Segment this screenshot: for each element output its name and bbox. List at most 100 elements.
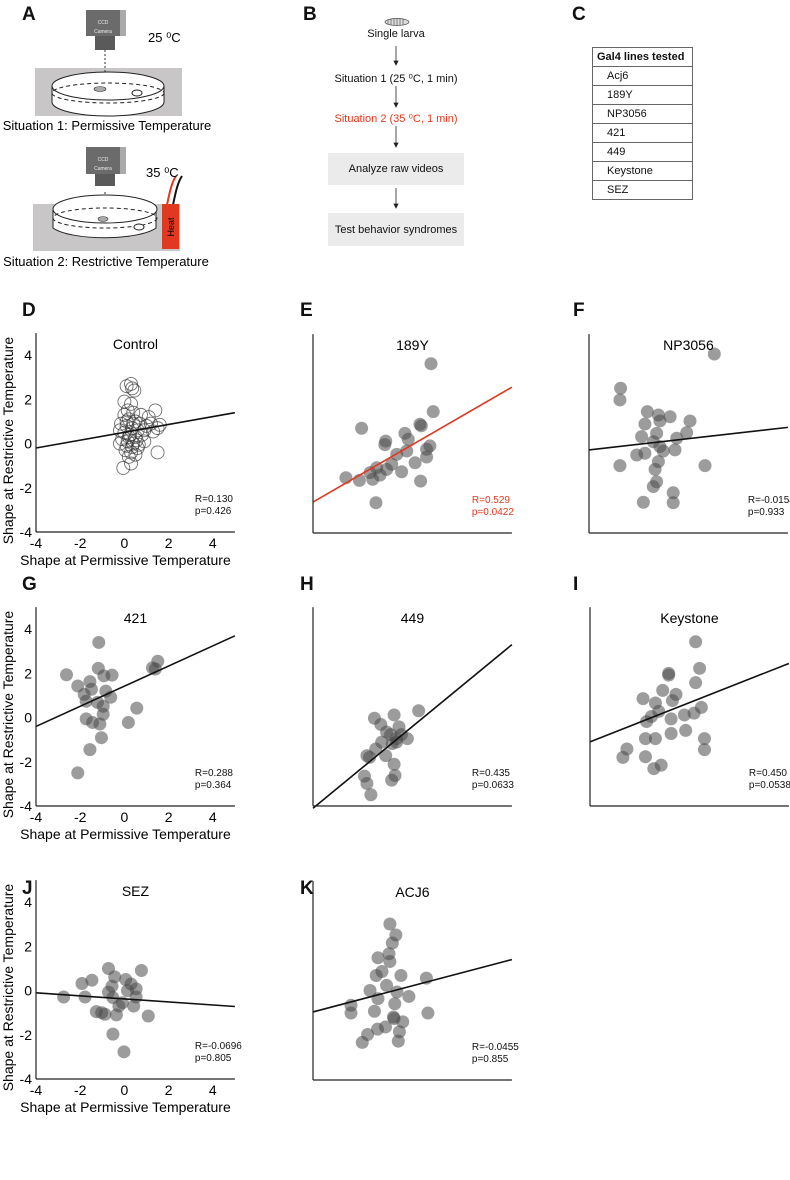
panel-label-g: G	[22, 574, 37, 595]
data-point	[697, 732, 711, 746]
data-point	[92, 635, 106, 649]
data-point	[640, 405, 654, 419]
data-point	[402, 989, 416, 1003]
p-value: p=0.933	[748, 507, 785, 518]
r-value: R=0.450	[749, 768, 788, 779]
data-point	[664, 727, 678, 741]
data-point	[693, 661, 707, 675]
data-point	[664, 712, 678, 726]
data-point	[59, 668, 73, 682]
data-point	[78, 990, 92, 1004]
r-value: R=-0.0455	[472, 1042, 519, 1053]
x-tick-label: 4	[209, 535, 217, 551]
data-point	[148, 662, 162, 676]
data-points	[113, 376, 167, 475]
data-point	[364, 788, 378, 802]
table-cell: 189Y	[592, 85, 693, 105]
x-tick-label: -4	[30, 535, 43, 551]
data-point	[371, 951, 385, 965]
data-point	[683, 414, 697, 428]
data-point	[414, 419, 428, 433]
data-point	[638, 417, 652, 431]
data-point	[131, 437, 146, 452]
p-value: p=0.0633	[472, 780, 514, 791]
regression-line	[312, 958, 513, 1013]
flow-step-test: Test behavior syndromes	[328, 213, 464, 246]
r-value: R=0.435	[472, 768, 511, 779]
table-cell: Keystone	[592, 161, 693, 181]
data-point	[366, 472, 380, 486]
data-point	[395, 465, 409, 479]
data-point	[636, 495, 650, 509]
regression-line	[312, 386, 513, 503]
panel-label-f: F	[573, 300, 585, 321]
data-point	[666, 486, 680, 500]
data-point	[654, 758, 668, 772]
x-tick-label: 4	[209, 809, 217, 825]
x-tick-label: 0	[121, 535, 129, 551]
data-point	[390, 985, 404, 999]
y-axis-label: Shape at Restrictive Temperature	[0, 884, 16, 1092]
regression-line	[35, 411, 236, 449]
table-cell: NP3056	[592, 104, 693, 124]
data-point	[367, 1004, 381, 1018]
flowchart-arrows	[384, 18, 410, 209]
x-axis-label: Shape at Permissive Temperature	[20, 1099, 231, 1115]
regression-line	[589, 662, 790, 743]
data-point	[134, 407, 148, 422]
data-point	[613, 459, 627, 473]
data-point	[613, 393, 627, 407]
x-axis-label: Shape at Permissive Temperature	[20, 826, 231, 842]
data-point	[694, 700, 708, 714]
data-point	[400, 732, 414, 746]
data-point	[426, 405, 440, 419]
data-point	[680, 426, 694, 440]
panel-label-b: B	[303, 4, 317, 25]
table-row: NP3056	[592, 104, 693, 124]
y-tick-label: -4	[20, 524, 33, 540]
panel-label-k: K	[300, 878, 314, 899]
data-point	[665, 694, 679, 708]
data-point	[636, 692, 650, 706]
data-point	[668, 443, 682, 457]
data-point	[141, 410, 156, 425]
table-cell: SEZ	[592, 180, 693, 200]
data-point	[689, 676, 703, 690]
chart-title: SEZ	[122, 883, 150, 899]
x-tick-label: 0	[121, 1082, 129, 1098]
larva-icon	[384, 18, 410, 26]
x-tick-label: 2	[165, 535, 173, 551]
temperature-label: 35 ⁰C	[146, 165, 179, 180]
panel-label-i: I	[573, 574, 579, 595]
data-point	[698, 459, 712, 473]
data-point	[124, 456, 138, 471]
regression-line	[588, 426, 788, 451]
data-point	[375, 735, 389, 749]
camera-label: CCD	[98, 20, 109, 26]
data-point	[656, 444, 670, 458]
x-tick-label: 2	[165, 809, 173, 825]
data-point	[83, 743, 97, 757]
y-tick-label: 0	[24, 983, 32, 999]
data-point	[400, 444, 414, 458]
gal4-lines-table: Gal4 lines tested Acj6 189Y NP3056 421 4…	[592, 47, 693, 200]
p-value: p=0.805	[195, 1053, 232, 1064]
p-value: p=0.855	[472, 1054, 509, 1065]
p-value: p=0.0422	[472, 507, 514, 518]
data-point	[117, 1045, 131, 1059]
arrow-icons	[393, 46, 399, 209]
heater-icon	[162, 204, 179, 249]
data-point	[656, 683, 670, 697]
data-point	[383, 917, 397, 931]
y-tick-label: 4	[24, 894, 32, 910]
data-point	[383, 955, 397, 969]
setup-restrictive: CCD Camera Heat 35 ⁰C Situation 2: Restr…	[3, 147, 209, 269]
data-point	[638, 732, 652, 746]
larva-icon	[97, 216, 109, 222]
camera-label: Camera	[94, 166, 112, 172]
r-value: R=-0.0696	[195, 1041, 242, 1052]
